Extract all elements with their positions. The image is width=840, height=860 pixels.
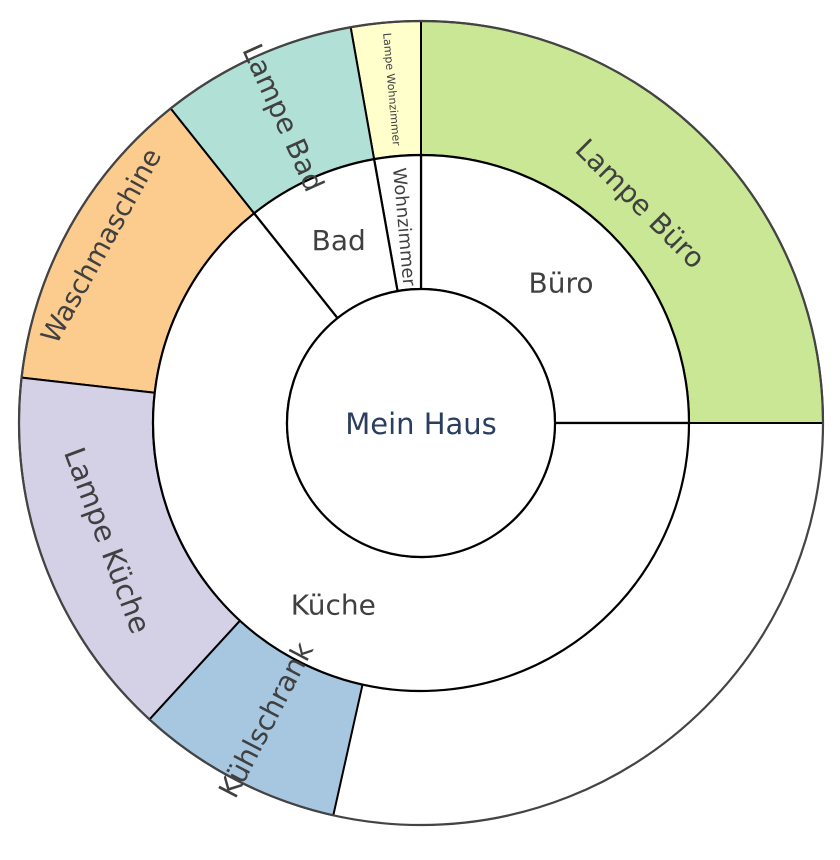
center-circle[interactable]: [285, 287, 557, 559]
outer-border: [17, 19, 825, 827]
label-kueche: Küche: [291, 589, 376, 622]
center-label: Mein Haus: [345, 407, 497, 441]
label-bad: Bad: [312, 224, 366, 257]
label-buero: Büro: [529, 267, 594, 300]
